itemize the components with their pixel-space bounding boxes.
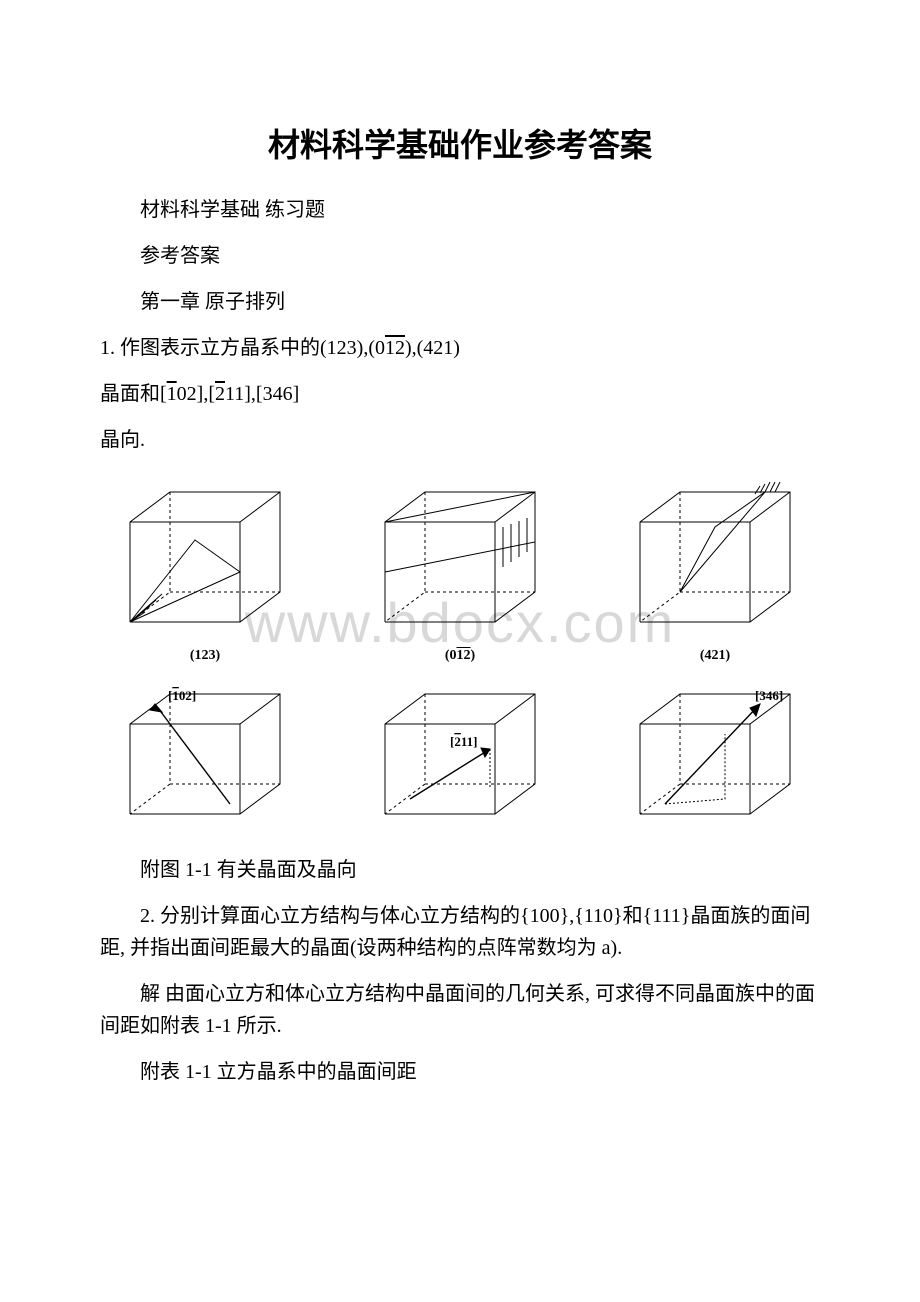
question-1-line-1: 1. 作图表示立方晶系中的(123),(012),(421) [100, 332, 820, 364]
question-1-line-3: 晶向. [100, 424, 820, 456]
q1b-prefix: 晶面和[ [100, 383, 167, 405]
table-title: 附表 1-1 立方晶系中的晶面间距 [100, 1056, 820, 1088]
cube-421-icon [610, 472, 820, 642]
figure-row-2: [102] [211] [100, 674, 820, 834]
fig-cell-102: [102] [100, 674, 310, 834]
figure-main-caption: 附图 1-1 有关晶面及晶向 [100, 854, 820, 886]
question-2: 2. 分别计算面心立方结构与体心立方结构的{100},{110}和{111}晶面… [100, 900, 820, 964]
fig-cell-346: [346] [610, 674, 820, 834]
chapter-heading: 第一章 原子排列 [100, 286, 820, 318]
cube-211-dir-icon: [211] [355, 674, 565, 834]
svg-text:[211]: [211] [450, 734, 477, 749]
figure-row-1: (123) [100, 472, 820, 664]
cube-123-icon [100, 472, 310, 642]
svg-text:[346]: [346] [755, 688, 783, 703]
page-title: 材料科学基础作业参考答案 [100, 120, 820, 166]
fig-cell-211: [211] [355, 674, 565, 834]
question-1-line-2: 晶面和[102],[211],[346] [100, 378, 820, 410]
cube-346-dir-icon: [346] [610, 674, 820, 834]
caption-421: (421) [700, 648, 730, 664]
fig-cell-123: (123) [100, 472, 310, 664]
fig-cell-421: (421) [610, 472, 820, 664]
document-body: 材料科学基础作业参考答案 材料科学基础 练习题 参考答案 第一章 原子排列 1.… [100, 120, 820, 1088]
q1-prefix: 1. 作图表示立方晶系中的 [100, 337, 320, 359]
q1-dirs: 102],[211],[346] [167, 378, 300, 410]
caption-012: (012) [445, 648, 475, 664]
caption-123: (123) [190, 648, 220, 664]
figure-grid: (123) [100, 472, 820, 834]
question-2-answer: 解 由面心立方和体心立方结构中晶面间的几何关系, 可求得不同晶面族中的面间距如附… [100, 978, 820, 1042]
subtitle-1: 材料科学基础 练习题 [100, 194, 820, 226]
svg-text:[102]: [102] [168, 688, 196, 703]
fig-cell-012: (012) [355, 472, 565, 664]
q1-planes: (123),(012),(421) [320, 332, 460, 364]
cube-012-icon [355, 472, 565, 642]
subtitle-2: 参考答案 [100, 240, 820, 272]
cube-102-dir-icon: [102] [100, 674, 310, 834]
